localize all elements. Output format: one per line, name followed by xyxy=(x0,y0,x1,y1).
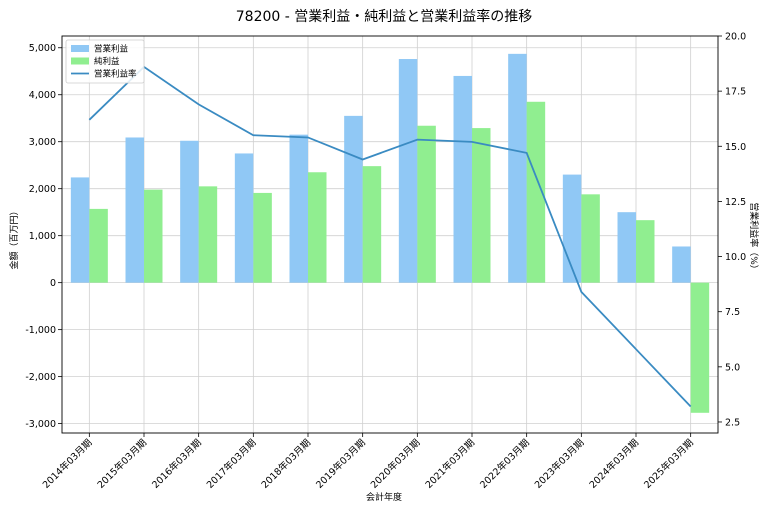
x-tick-label: 2019年03月期 xyxy=(314,437,368,491)
x-tick-label: 2015年03月期 xyxy=(95,437,149,491)
x-tick-label: 2016年03月期 xyxy=(150,437,204,491)
x-tick-label: 2017年03月期 xyxy=(204,437,258,491)
plot-frame xyxy=(61,35,719,434)
bar-net-profit xyxy=(417,125,436,283)
x-tick-label: 2018年03月期 xyxy=(259,437,313,491)
bar-operating-profit xyxy=(289,134,308,283)
bar-operating-profit xyxy=(344,115,363,283)
margin-line xyxy=(88,65,692,408)
x-tick-label: 2020年03月期 xyxy=(368,437,422,491)
x-axis-label: 会計年度 xyxy=(366,491,402,503)
y-tick-label: 5,000 xyxy=(29,43,56,54)
y-tick-label: 2,000 xyxy=(29,184,56,195)
y-tick-label: 3,000 xyxy=(29,137,56,148)
line-operating-margin xyxy=(88,65,692,408)
bar-operating-profit xyxy=(234,153,254,283)
bar-net-profit xyxy=(581,194,600,283)
bar-operating-profit xyxy=(70,177,90,283)
bar-net-profit xyxy=(308,172,327,283)
bar-operating-profit xyxy=(508,53,527,283)
y2-tick-label: 7.5 xyxy=(725,307,740,318)
chart-title: 78200 - 営業利益・純利益と営業利益率の推移 xyxy=(236,8,533,25)
y2-tick-label: 17.5 xyxy=(725,87,746,98)
y-tick-label: -3,000 xyxy=(25,419,56,430)
y-axis-label: 金額（百万円） xyxy=(8,206,20,269)
bar-net-profit xyxy=(636,220,655,283)
bar-net-profit xyxy=(472,128,491,283)
y-tick-label: 0 xyxy=(50,278,56,289)
legend-label: 純利益 xyxy=(94,56,120,67)
y-tick-label: -2,000 xyxy=(25,372,56,383)
x-tick-label: 2014年03月期 xyxy=(40,437,94,491)
y2-tick-label: 2.5 xyxy=(725,417,740,428)
y2-tick-label: 12.5 xyxy=(725,197,746,208)
y2-tick-label: 10.0 xyxy=(725,252,746,263)
bar-operating-profit xyxy=(180,140,199,283)
y2-axis-label: 営業利益率（%） xyxy=(748,202,760,274)
y-tick-label: 1,000 xyxy=(29,231,56,242)
x-tick-label: 2025年03月期 xyxy=(642,437,696,491)
y2-tick-label: 15.0 xyxy=(725,142,746,153)
y2-tick-label: 20.0 xyxy=(725,32,746,43)
y-tick-label: 4,000 xyxy=(29,90,56,101)
legend-swatch xyxy=(71,45,89,52)
x-tick-label: 2023年03月期 xyxy=(532,437,586,491)
x-tick-label: 2021年03月期 xyxy=(423,437,477,491)
bar-net-profit xyxy=(526,101,546,283)
bar-net-profit xyxy=(89,208,108,283)
bar-operating-profit xyxy=(125,137,144,283)
legend-label: 営業利益 xyxy=(94,44,129,55)
y2-tick-label: 5.0 xyxy=(725,362,740,373)
bar-operating-profit xyxy=(617,212,636,283)
x-tick-label: 2022年03月期 xyxy=(478,437,532,491)
bar-net-profit xyxy=(253,192,272,283)
bar-net-profit xyxy=(144,189,163,283)
bar-operating-profit xyxy=(453,75,472,283)
x-tick-label: 2024年03月期 xyxy=(587,437,641,491)
legend-label: 営業利益率 xyxy=(94,69,137,80)
bars xyxy=(70,53,710,413)
bar-operating-profit xyxy=(672,246,691,283)
bar-net-profit xyxy=(198,186,218,283)
bar-operating-profit xyxy=(398,59,418,283)
bar-net-profit xyxy=(690,282,710,413)
y-tick-label: -1,000 xyxy=(25,325,56,336)
legend-swatch xyxy=(71,57,89,65)
bar-net-profit xyxy=(362,166,382,283)
